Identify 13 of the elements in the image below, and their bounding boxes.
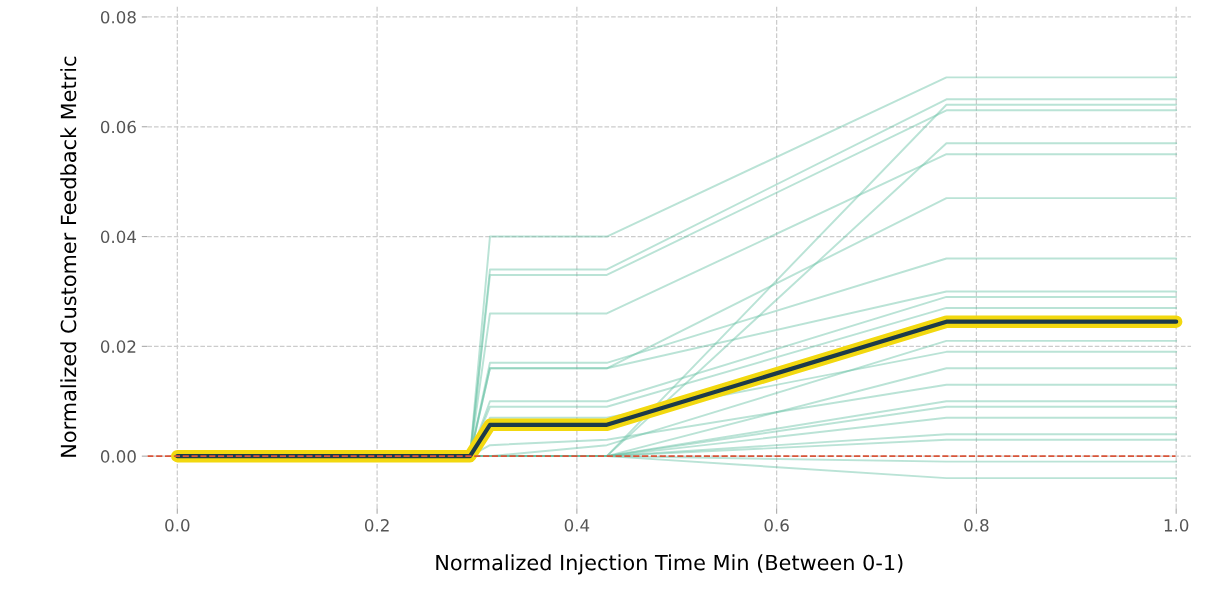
x-tick-label: 0.8 — [964, 519, 989, 532]
y-tick-label: 0.00 — [100, 450, 136, 463]
x-tick-label: 0.2 — [364, 519, 389, 532]
y-tick-label: 0.04 — [100, 230, 137, 244]
y-tick-label: 0.06 — [100, 120, 136, 134]
x-tick-label: 0.0 — [165, 519, 190, 532]
x-tick-label: 0.6 — [764, 519, 789, 532]
y-tick-label: 0.08 — [100, 10, 136, 24]
x-tick-label: 0.4 — [564, 519, 590, 532]
y-tick-label: 0.02 — [100, 340, 136, 353]
x-tick-label: 1.0 — [1164, 519, 1189, 532]
x-axis-title: Normalized Injection Time Min (Between 0-1) — [436, 554, 903, 575]
y-axis-title: Normalized Customer Feedback Metric — [60, 56, 77, 457]
